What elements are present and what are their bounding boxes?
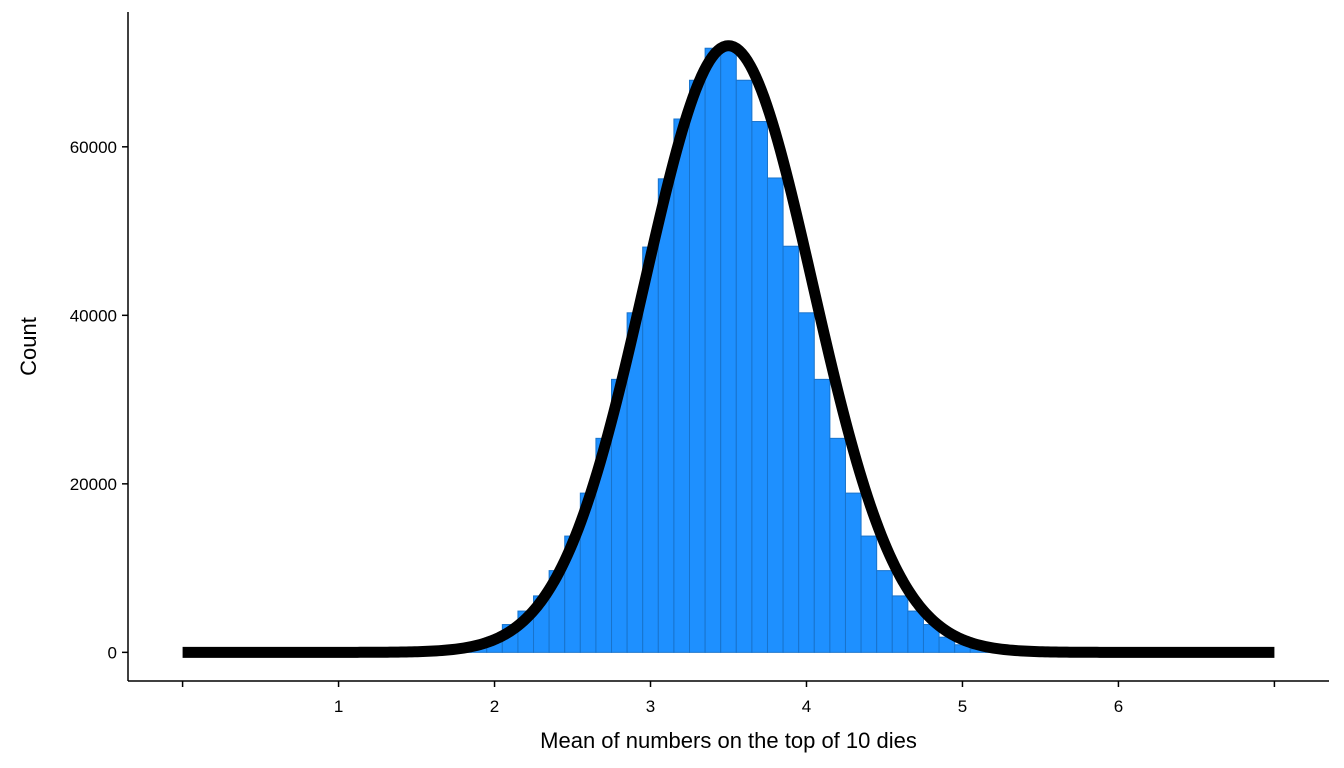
x-tick-label: 4 (802, 697, 811, 716)
histogram-bar (642, 246, 659, 653)
histogram-bar (813, 378, 831, 653)
histogram-bar (720, 46, 737, 653)
y-tick-label: 20000 (70, 475, 117, 494)
histogram-bar (876, 570, 893, 653)
x-axis-ticks: 1 2 3 4 5 6 (181, 681, 1276, 716)
x-tick-label: 6 (1114, 697, 1123, 716)
histogram-bar (860, 535, 878, 653)
histogram-bar (782, 245, 800, 653)
histogram-bar (907, 610, 924, 653)
histogram-bars (455, 46, 1002, 653)
x-axis-title: Mean of numbers on the top of 10 dies (540, 728, 917, 753)
x-tick-label: 5 (958, 697, 967, 716)
histogram-bar (751, 121, 768, 653)
x-tick-label: 2 (490, 697, 499, 716)
histogram-bar (844, 492, 862, 653)
histogram-bar (673, 118, 691, 653)
histogram-bar (798, 312, 815, 653)
y-tick-label: 0 (108, 643, 117, 662)
histogram-bar (704, 47, 722, 653)
x-tick-label: 1 (334, 697, 343, 716)
histogram-bar (657, 178, 675, 653)
histogram-bar (735, 79, 753, 653)
y-axis-ticks: 0 20000 40000 60000 (70, 138, 128, 662)
density-curve (179, 40, 1278, 658)
y-axis-title: Count (16, 317, 41, 376)
y-tick-label: 60000 (70, 138, 117, 157)
x-tick-label: 3 (646, 697, 655, 716)
histogram-bar (829, 437, 846, 653)
y-tick-label: 40000 (70, 306, 117, 325)
histogram-bar (689, 79, 706, 653)
histogram-bar (891, 595, 909, 653)
histogram-bar (766, 177, 784, 653)
